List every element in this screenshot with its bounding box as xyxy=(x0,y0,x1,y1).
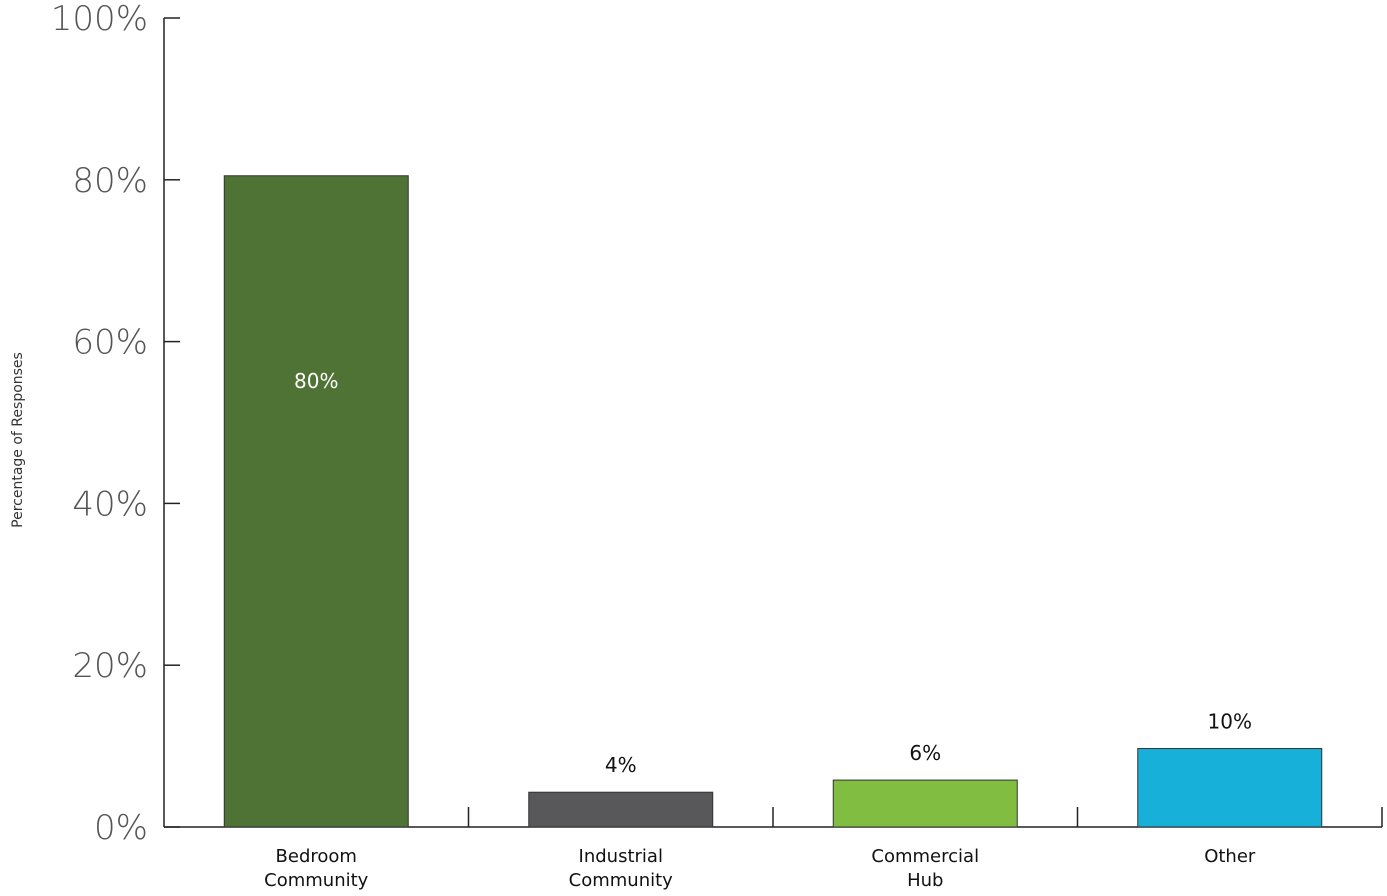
x-tick-label: Community xyxy=(264,870,369,891)
data-label: 80% xyxy=(294,369,338,393)
x-tick-label: Bedroom xyxy=(276,846,357,867)
y-tick-label: 20% xyxy=(72,646,148,686)
data-label: 4% xyxy=(605,753,637,777)
x-tick-label: Commercial xyxy=(871,846,979,867)
data-label: 10% xyxy=(1208,710,1252,734)
data-labels: 80% 4% 6% 10% xyxy=(294,369,1252,777)
x-tick-label: Other xyxy=(1204,846,1256,867)
bars xyxy=(223,175,1323,828)
bar xyxy=(832,779,1018,828)
bar xyxy=(1137,748,1323,828)
bar xyxy=(223,175,409,828)
data-label: 6% xyxy=(909,741,941,765)
y-axis-label: Percentage of Responses xyxy=(10,352,26,528)
y-tick-label: 80% xyxy=(72,161,148,201)
y-tick-label: 60% xyxy=(72,323,148,363)
y-tick-label: 100% xyxy=(51,0,148,39)
x-axis-categories: Bedroom Community Industrial Community Comme… xyxy=(264,846,1256,891)
bar xyxy=(528,791,714,828)
y-axis-ticks: 0% 20% 40% 60% 80% 100% xyxy=(51,0,180,848)
x-tick-label: Hub xyxy=(907,870,943,891)
x-tick-label: Industrial xyxy=(579,846,663,867)
x-tick-label: Community xyxy=(569,870,674,891)
y-tick-label: 40% xyxy=(72,484,148,524)
y-tick-label: 0% xyxy=(94,808,148,848)
